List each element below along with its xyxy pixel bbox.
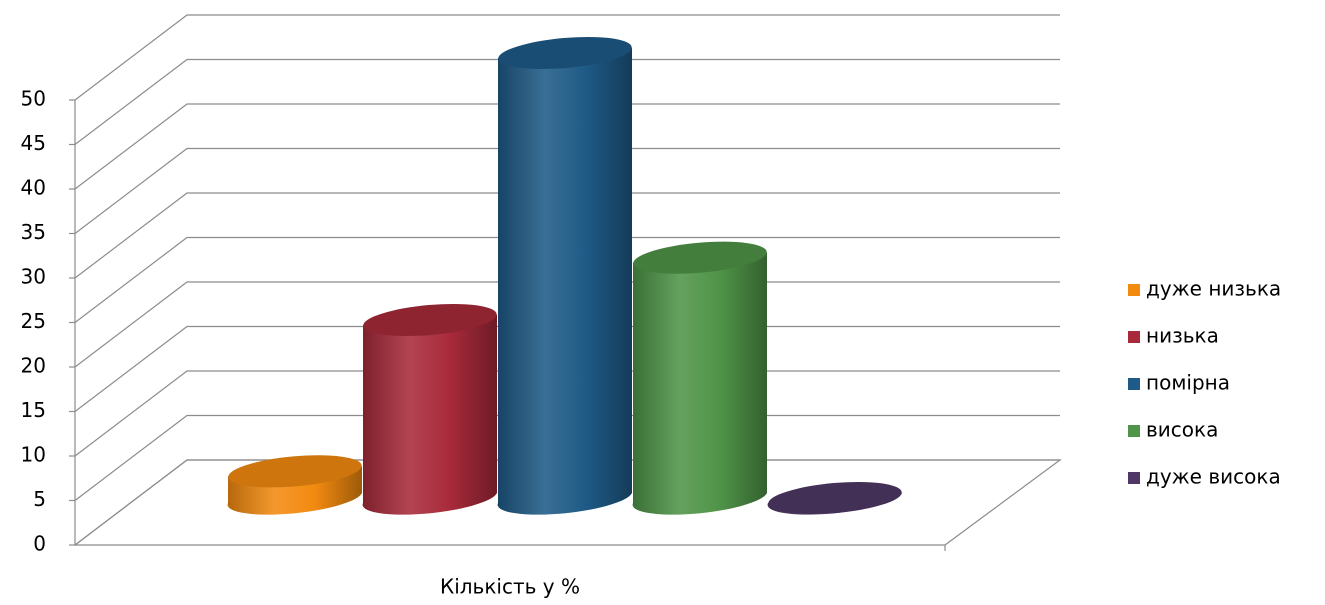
cylinder <box>632 252 767 515</box>
cylinder-top <box>363 303 497 337</box>
legend-swatch <box>1128 425 1140 437</box>
y-tick-label: 30 <box>21 265 46 289</box>
y-tick-label: 5 <box>33 487 46 511</box>
legend-label: дуже низька <box>1146 277 1281 301</box>
cylinder-top <box>768 481 902 515</box>
y-tick-label: 40 <box>21 176 46 200</box>
grid-line <box>74 414 1060 501</box>
grid-line <box>74 14 1060 101</box>
y-tick-label: 0 <box>33 532 46 556</box>
y-tick-label: 50 <box>21 87 46 111</box>
grid-line <box>74 192 1060 279</box>
legend-label: помірна <box>1146 371 1230 395</box>
grid-line <box>74 325 1060 412</box>
legend-label: висока <box>1146 418 1218 442</box>
cylinder <box>362 315 497 515</box>
legend-swatch <box>1128 284 1140 296</box>
y-tick-label: 15 <box>21 398 46 422</box>
cylinder-top <box>498 36 632 70</box>
legend-label: низька <box>1146 324 1219 348</box>
legend-label: дуже висока <box>1146 465 1281 489</box>
grid-line <box>74 459 1060 546</box>
y-tick-label: 35 <box>21 220 46 244</box>
grid-line <box>74 370 1060 457</box>
legend-swatch <box>1128 331 1140 343</box>
cylinder-top <box>633 241 767 274</box>
y-tick-label: 10 <box>21 443 46 467</box>
legend-swatch <box>1128 472 1140 484</box>
legend-swatch <box>1128 378 1140 390</box>
y-tick-label: 25 <box>21 309 46 333</box>
x-tick-label: Кількість у % <box>440 575 580 599</box>
grid-line <box>74 281 1060 368</box>
grid-line <box>74 236 1060 323</box>
grid-line <box>74 147 1060 234</box>
y-tick-label: 45 <box>21 131 46 155</box>
grid-line <box>74 103 1060 190</box>
cylinder <box>497 48 632 515</box>
cylinder-top <box>228 455 362 488</box>
grid-line <box>74 58 1060 145</box>
y-tick-label: 20 <box>21 354 46 378</box>
